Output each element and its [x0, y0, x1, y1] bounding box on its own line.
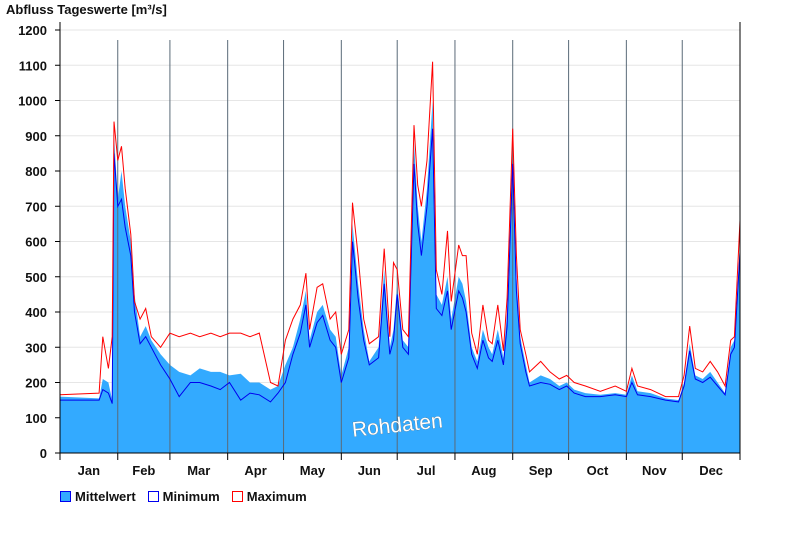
y-tick-label: 500	[25, 270, 47, 285]
x-tick-label-sep: Sep	[529, 463, 553, 478]
legend-label-mittelwert: Mittelwert	[75, 489, 136, 504]
legend-label-minimum: Minimum	[162, 489, 220, 504]
chart-title: Abfluss Tageswerte [m³/s]	[6, 2, 167, 17]
y-tick-labels: 0 100 200 300 400 500 600 700 800 900 1000 1100 1200	[18, 23, 60, 461]
x-tick-label-jan: Jan	[78, 463, 100, 478]
x-tick-label-apr: Apr	[244, 463, 266, 478]
legend: Mittelwert Minimum Maximum	[60, 489, 307, 504]
x-tick-label-nov: Nov	[642, 463, 667, 478]
x-tick-label-may: May	[300, 463, 326, 478]
legend-label-maximum: Maximum	[246, 489, 307, 504]
y-tick-label: 300	[25, 340, 47, 355]
y-tick-label: 1100	[19, 58, 47, 73]
legend-swatch-mittelwert	[60, 491, 71, 502]
x-tick-label-aug: Aug	[471, 463, 496, 478]
legend-swatch-maximum	[231, 491, 243, 502]
x-tick-label-jun: Jun	[358, 463, 381, 478]
y-tick-label: 100	[25, 411, 47, 426]
legend-swatch-minimum	[147, 491, 159, 502]
legend-item-minimum: Minimum	[147, 489, 220, 504]
x-tick-label-oct: Oct	[587, 463, 609, 478]
x-tick-label-mar: Mar	[187, 463, 210, 478]
y-tick-label: 900	[25, 129, 47, 144]
x-tick-label-feb: Feb	[132, 463, 155, 478]
legend-item-maximum: Maximum	[231, 489, 307, 504]
x-tick-label-dec: Dec	[699, 463, 723, 478]
y-tick-label: 1000	[18, 94, 47, 109]
x-tick-label-jul: Jul	[417, 463, 436, 478]
x-tick-labels: Jan Feb Mar Apr May Jun Jul Aug Sep Oct Nov Dec	[59, 453, 741, 478]
y-tick-label: 800	[25, 164, 47, 179]
y-tick-label: 0	[40, 446, 47, 461]
y-tick-label: 600	[25, 235, 47, 250]
month-divider-lines	[117, 40, 683, 453]
y-tick-label: 400	[25, 305, 47, 320]
y-tick-label: 200	[25, 376, 47, 391]
series-maximum-line	[59, 61, 741, 398]
y-tick-label: 700	[25, 199, 47, 214]
y-tick-label: 1200	[18, 23, 47, 38]
legend-item-mittelwert: Mittelwert	[60, 489, 136, 504]
series-minimum-line	[60, 128, 741, 404]
series-mittelwert-area	[60, 100, 740, 453]
